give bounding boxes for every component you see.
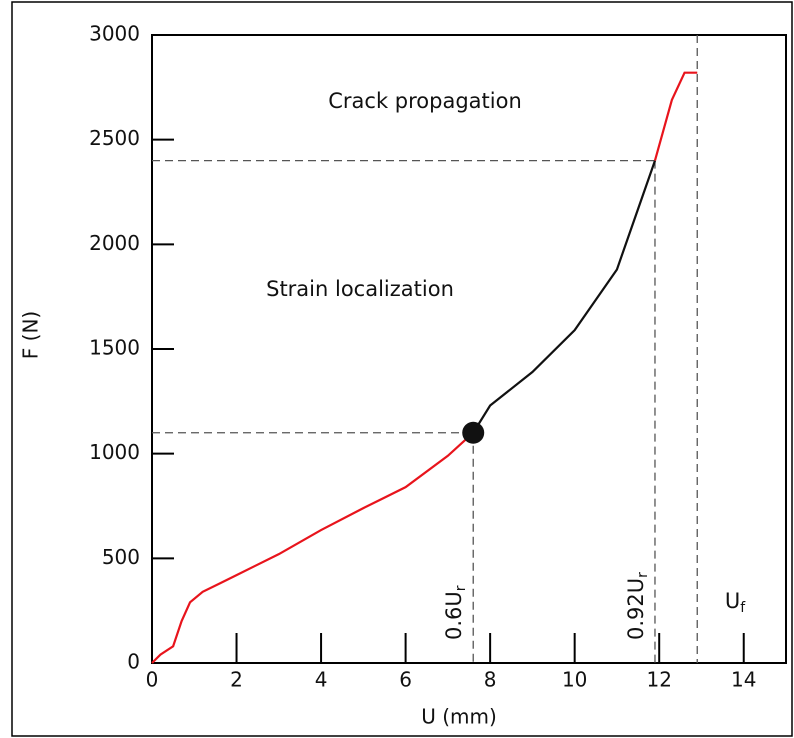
annotation-text: Strain localization: [266, 277, 454, 301]
x-tick-label: 10: [562, 668, 587, 692]
annotation: Uf: [725, 589, 746, 616]
annotation: Strain localization: [266, 277, 454, 301]
y-tick-label: 1000: [89, 440, 140, 464]
x-tick-label: 6: [399, 668, 412, 692]
y-axis-label: F (N): [19, 311, 43, 359]
annotation: 0.92Ur: [624, 572, 651, 640]
y-tick-label: 2500: [89, 126, 140, 150]
annotation-text: Crack propagation: [328, 89, 522, 113]
y-tick-label: 3000: [89, 22, 140, 46]
annotation-text: 0.92U: [624, 578, 648, 640]
y-tick-label: 0: [127, 650, 140, 674]
curve: [653, 71, 698, 161]
threshold-point: [462, 421, 485, 444]
annotation-text: 0.6U: [442, 591, 466, 640]
annotation-text: U: [725, 589, 740, 613]
y-tick-label: 1500: [89, 336, 140, 360]
x-axis-label: U (mm): [421, 705, 497, 729]
x-tick-label: 4: [315, 668, 328, 692]
y-tick-label: 500: [102, 545, 140, 569]
curve: [151, 431, 474, 664]
annotation-subscript: r: [635, 572, 651, 578]
screen-frame: [11, 1, 793, 737]
y-tick-label: 2000: [89, 231, 140, 255]
annotation: 0.6Ur: [442, 585, 469, 640]
curve: [472, 160, 657, 434]
x-tick-label: 12: [646, 668, 671, 692]
x-tick-label: 0: [146, 668, 159, 692]
x-tick-label: 14: [731, 668, 756, 692]
annotation-subscript: f: [740, 600, 746, 616]
x-tick-label: 2: [230, 668, 243, 692]
x-tick-label: 8: [484, 668, 497, 692]
annotation-subscript: r: [453, 585, 469, 591]
annotation: Crack propagation: [328, 89, 522, 113]
